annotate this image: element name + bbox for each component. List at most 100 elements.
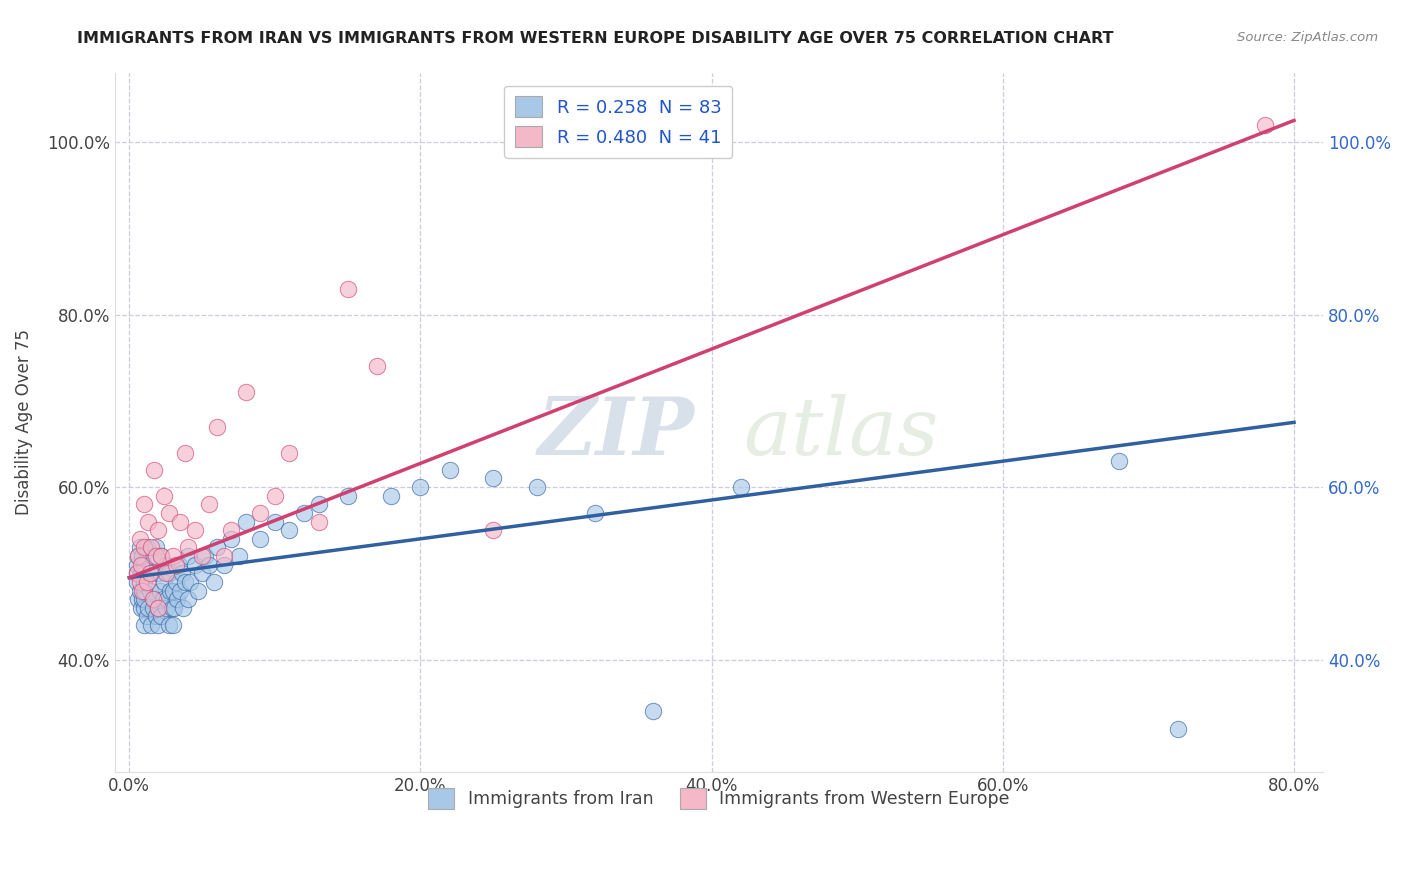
Point [125, 574, 148, 589]
Point [132, 497, 155, 511]
Point [142, 600, 165, 615]
Point [179, 574, 201, 589]
Point [125, 566, 148, 581]
Point [131, 549, 153, 563]
Point [136, 515, 159, 529]
Point [152, 592, 174, 607]
Point [292, 506, 315, 520]
Point [132, 574, 155, 589]
Point [482, 471, 505, 485]
Point [142, 592, 165, 607]
Point [149, 583, 172, 598]
Point [278, 445, 301, 459]
Point [583, 506, 606, 520]
Point [132, 583, 155, 598]
Point [169, 515, 191, 529]
Point [128, 532, 150, 546]
Point [127, 549, 149, 563]
Point [194, 549, 217, 563]
Point [148, 618, 170, 632]
Point [141, 566, 163, 581]
Point [1108, 454, 1130, 468]
Point [125, 558, 148, 572]
Point [129, 600, 152, 615]
Point [1254, 118, 1277, 132]
Point [143, 463, 166, 477]
Point [235, 515, 257, 529]
Point [157, 618, 180, 632]
Point [157, 506, 180, 520]
Point [148, 600, 170, 615]
Point [198, 497, 221, 511]
Point [135, 541, 157, 555]
Point [156, 592, 179, 607]
Point [278, 523, 301, 537]
Point [212, 558, 235, 572]
Point [643, 704, 665, 718]
Point [129, 558, 152, 572]
Point [172, 600, 194, 615]
Point [159, 583, 181, 598]
Point [155, 558, 177, 572]
Point [165, 574, 187, 589]
Point [162, 583, 184, 598]
Point [153, 574, 176, 589]
Text: IMMIGRANTS FROM IRAN VS IMMIGRANTS FROM WESTERN EUROPE DISABILITY AGE OVER 75 CO: IMMIGRANTS FROM IRAN VS IMMIGRANTS FROM … [77, 31, 1114, 46]
Point [264, 515, 287, 529]
Point [169, 583, 191, 598]
Point [141, 541, 163, 555]
Point [1167, 722, 1189, 736]
Point [184, 558, 207, 572]
Point [167, 558, 190, 572]
Point [127, 592, 149, 607]
Point [145, 541, 167, 555]
Point [482, 523, 505, 537]
Point [166, 592, 188, 607]
Point [198, 558, 221, 572]
Point [439, 463, 461, 477]
Point [150, 609, 173, 624]
Point [135, 574, 157, 589]
Point [730, 480, 752, 494]
Point [173, 574, 195, 589]
Y-axis label: Disability Age Over 75: Disability Age Over 75 [15, 329, 32, 516]
Point [212, 549, 235, 563]
Point [145, 549, 167, 563]
Text: ZIP: ZIP [538, 394, 695, 472]
Point [176, 541, 198, 555]
Point [219, 523, 242, 537]
Point [138, 566, 160, 581]
Point [128, 541, 150, 555]
Point [308, 497, 330, 511]
Point [165, 558, 187, 572]
Point [125, 566, 148, 581]
Point [160, 600, 183, 615]
Point [132, 618, 155, 632]
Point [145, 609, 167, 624]
Point [155, 566, 177, 581]
Point [142, 549, 165, 563]
Point [264, 489, 287, 503]
Point [132, 558, 155, 572]
Point [129, 566, 152, 581]
Point [131, 583, 153, 598]
Point [366, 359, 388, 374]
Point [138, 583, 160, 598]
Point [336, 489, 359, 503]
Point [187, 583, 209, 598]
Text: Source: ZipAtlas.com: Source: ZipAtlas.com [1237, 31, 1378, 45]
Point [191, 566, 214, 581]
Point [131, 592, 153, 607]
Point [191, 549, 214, 563]
Point [176, 592, 198, 607]
Point [249, 506, 271, 520]
Point [148, 600, 170, 615]
Point [219, 532, 242, 546]
Point [162, 618, 184, 632]
Point [162, 549, 184, 563]
Point [202, 574, 225, 589]
Point [141, 618, 163, 632]
Point [409, 480, 432, 494]
Point [155, 600, 177, 615]
Point [128, 574, 150, 589]
